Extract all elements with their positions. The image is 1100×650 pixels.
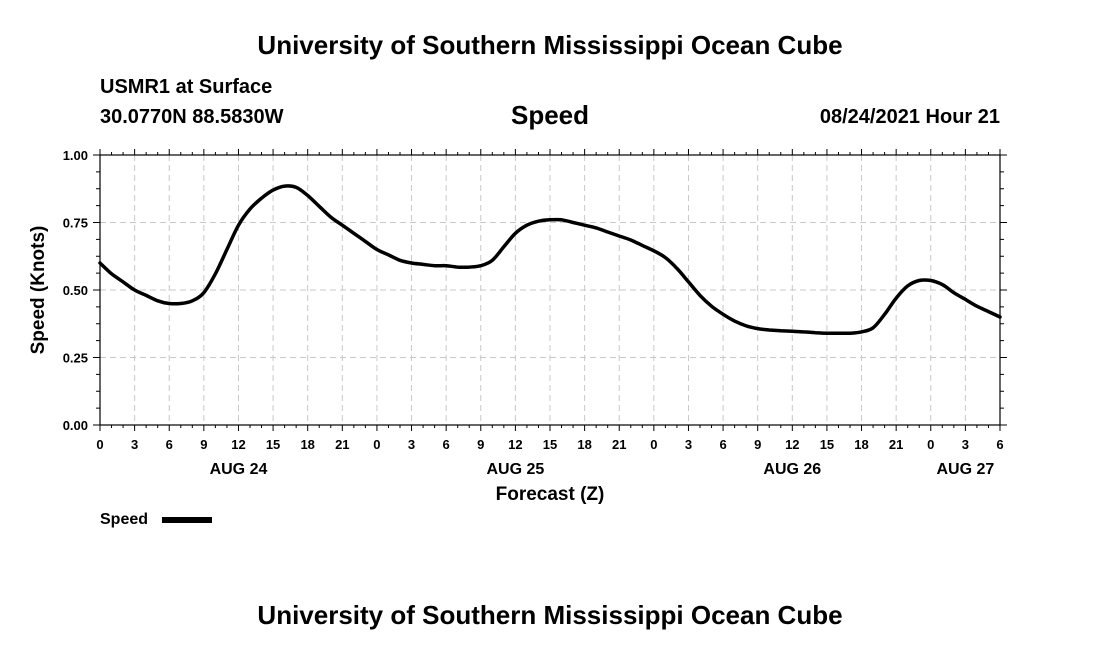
x-tick-label: 3	[131, 437, 138, 452]
chart-title-top: University of Southern Mississippi Ocean…	[257, 30, 843, 60]
axis-ticks	[93, 149, 1007, 431]
y-tick-label: 0.25	[63, 351, 88, 366]
x-tick-label: 21	[889, 437, 903, 452]
x-tick-label: 3	[685, 437, 692, 452]
x-tick-label: 9	[754, 437, 761, 452]
forecast-datetime: 08/24/2021 Hour 21	[819, 106, 1000, 128]
x-tick-label: 18	[577, 437, 591, 452]
x-tick-label: 0	[373, 437, 380, 452]
x-tick-label: 12	[231, 437, 245, 452]
x-tick-label: 18	[300, 437, 314, 452]
y-tick-label: 0.50	[63, 283, 88, 298]
x-tick-label: 3	[408, 437, 415, 452]
y-tick-labels: 0.00 0.25 0.50 0.75 1.00	[63, 148, 88, 433]
speed-series-line	[98, 184, 1002, 336]
day-label: AUG 24	[210, 461, 268, 478]
chart-title-bottom: University of Southern Mississippi Ocean…	[257, 600, 843, 630]
y-tick-label: 1.00	[63, 148, 88, 163]
x-tick-label: 0	[927, 437, 934, 452]
x-tick-label: 0	[650, 437, 657, 452]
y-axis-label: Speed (Knots)	[28, 226, 49, 355]
x-tick-label: 15	[543, 437, 557, 452]
coordinates-label: 30.0770N 88.5830W	[100, 106, 284, 128]
legend-label: Speed	[100, 511, 148, 528]
x-tick-label: 9	[477, 437, 484, 452]
day-label: AUG 26	[763, 461, 821, 478]
x-tick-label: 6	[719, 437, 726, 452]
day-label: AUG 27	[936, 461, 994, 478]
x-tick-label: 15	[820, 437, 834, 452]
day-labels: AUG 24 AUG 25 AUG 26 AUG 27	[210, 461, 995, 478]
x-tick-label: 21	[335, 437, 349, 452]
station-label: USMR1 at Surface	[100, 76, 273, 98]
x-tick-label: 12	[785, 437, 799, 452]
x-tick-label: 0	[96, 437, 103, 452]
x-tick-label: 21	[612, 437, 626, 452]
x-tick-label: 12	[508, 437, 522, 452]
x-tick-label: 6	[996, 437, 1003, 452]
day-label: AUG 25	[486, 461, 544, 478]
x-tick-label: 6	[166, 437, 173, 452]
variable-title: Speed	[510, 100, 590, 130]
x-tick-label: 18	[854, 437, 868, 452]
y-tick-label: 0.75	[63, 216, 88, 231]
x-tick-label: 15	[266, 437, 280, 452]
x-tick-label: 6	[443, 437, 450, 452]
x-tick-labels: 0 3 6 9 12 15 18 21 0 3 6 9 12 15 18 21 0 3 6 9 12 15 18 21 0 3 6	[96, 437, 1003, 452]
y-tick-label: 0.00	[63, 418, 88, 433]
chart-grid	[100, 155, 1000, 425]
x-tick-label: 3	[962, 437, 969, 452]
x-tick-label: 9	[200, 437, 207, 452]
x-axis-label: Forecast (Z)	[496, 484, 605, 505]
